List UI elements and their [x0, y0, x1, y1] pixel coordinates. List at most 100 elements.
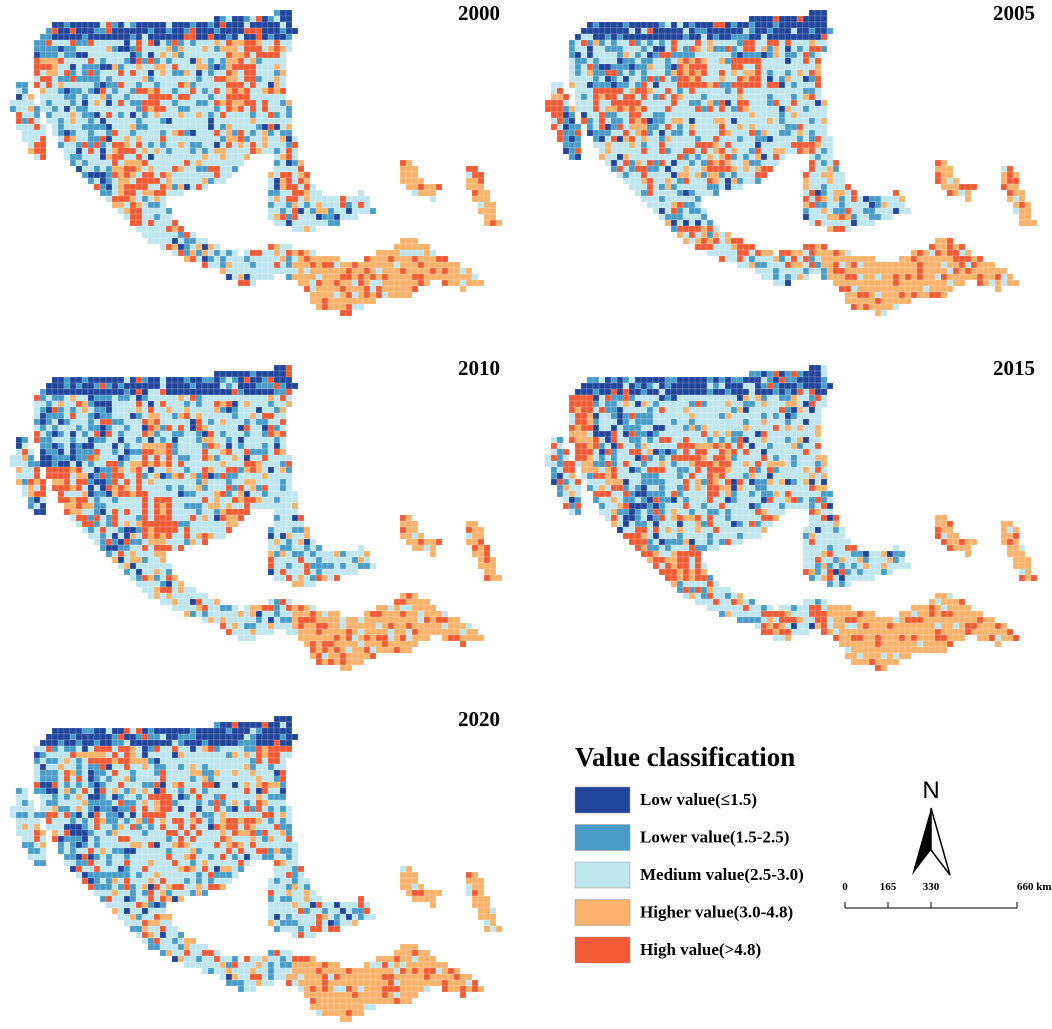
grid-cell — [69, 382, 77, 390]
grid-cell — [814, 123, 822, 131]
grid-cell — [646, 111, 654, 119]
grid-cell — [261, 424, 269, 432]
grid-cell — [802, 243, 810, 251]
grid-cell — [183, 27, 191, 35]
grid-cell — [243, 129, 251, 137]
grid-cell — [51, 442, 59, 450]
grid-cell — [820, 105, 828, 113]
grid-cell — [664, 147, 672, 155]
grid-cell — [231, 622, 239, 630]
grid-cell — [946, 243, 954, 251]
grid-cell — [718, 39, 726, 47]
grid-cell — [117, 376, 125, 384]
grid-cell — [417, 249, 425, 257]
grid-cell — [111, 99, 119, 107]
grid-cell — [243, 57, 251, 65]
grid-cell — [778, 63, 786, 71]
grid-cell — [255, 129, 263, 137]
grid-cell — [712, 63, 720, 71]
grid-cell — [33, 147, 41, 155]
grid-cell — [441, 273, 449, 281]
grid-cell — [862, 207, 870, 215]
grid-cell — [730, 33, 738, 41]
grid-cell — [117, 171, 125, 179]
grid-cell — [730, 27, 738, 35]
grid-cell — [628, 141, 636, 149]
grid-cell — [273, 616, 281, 624]
grid-cell — [189, 87, 197, 95]
grid-cell — [736, 243, 744, 251]
grid-cell — [760, 81, 768, 89]
grid-cell — [27, 99, 35, 107]
grid-cell — [850, 303, 858, 311]
grid-cell — [123, 141, 131, 149]
grid-cell — [69, 159, 77, 167]
grid-cell — [658, 45, 666, 53]
grid-cell — [285, 622, 293, 630]
grid-cell — [201, 502, 209, 510]
grid-cell — [189, 448, 197, 456]
grid-cell — [946, 189, 954, 197]
grid-cell — [39, 478, 47, 486]
grid-cell — [69, 502, 77, 510]
grid-cell — [333, 297, 341, 305]
grid-cell — [946, 273, 954, 281]
grid-cell — [99, 532, 107, 540]
grid-cell — [153, 508, 161, 516]
grid-cell — [706, 159, 714, 167]
grid-cell — [273, 502, 281, 510]
grid-cell — [646, 63, 654, 71]
grid-cell — [628, 57, 636, 65]
grid-cell — [652, 201, 660, 209]
grid-cell — [123, 183, 131, 191]
grid-cell — [399, 267, 407, 275]
grid-cell — [694, 135, 702, 143]
grid-cell — [387, 267, 395, 275]
grid-cell — [658, 57, 666, 65]
grid-cell — [754, 177, 762, 185]
grid-cell — [135, 81, 143, 89]
grid-cell — [93, 63, 101, 71]
grid-cell — [405, 279, 413, 287]
grid-cell — [694, 243, 702, 251]
grid-cell — [153, 538, 161, 546]
grid-cell — [171, 219, 179, 227]
grid-cell — [213, 400, 221, 408]
grid-cell — [333, 219, 341, 227]
grid-cell — [375, 622, 383, 630]
grid-cell — [117, 418, 125, 426]
grid-cell — [261, 261, 269, 269]
grid-cell — [339, 291, 347, 299]
grid-cell — [219, 616, 227, 624]
grid-cell — [802, 177, 810, 185]
grid-cell — [165, 388, 173, 396]
grid-cell — [790, 15, 798, 23]
grid-cell — [231, 63, 239, 71]
grid-cell — [646, 147, 654, 155]
grid-cell — [189, 526, 197, 534]
grid-cell — [171, 388, 179, 396]
grid-cell — [129, 424, 137, 432]
grid-cell — [297, 574, 305, 582]
grid-cell — [105, 39, 113, 47]
grid-cell — [411, 183, 419, 191]
grid-cell — [634, 153, 642, 161]
grid-cell — [718, 135, 726, 143]
grid-cell — [129, 129, 137, 137]
grid-cell — [796, 93, 804, 101]
grid-cell — [267, 370, 275, 378]
grid-cell — [706, 177, 714, 185]
grid-cell — [297, 562, 305, 570]
grid-cell — [39, 69, 47, 77]
grid-cell — [694, 117, 702, 125]
grid-cell — [760, 171, 768, 179]
grid-cell — [892, 207, 900, 215]
grid-cell — [646, 129, 654, 137]
grid-cell — [189, 39, 197, 47]
grid-cell — [333, 279, 341, 287]
grid-cell — [688, 147, 696, 155]
grid-cell — [243, 442, 251, 450]
grid-cell — [856, 267, 864, 275]
grid-cell — [99, 520, 107, 528]
grid-cell — [303, 207, 311, 215]
